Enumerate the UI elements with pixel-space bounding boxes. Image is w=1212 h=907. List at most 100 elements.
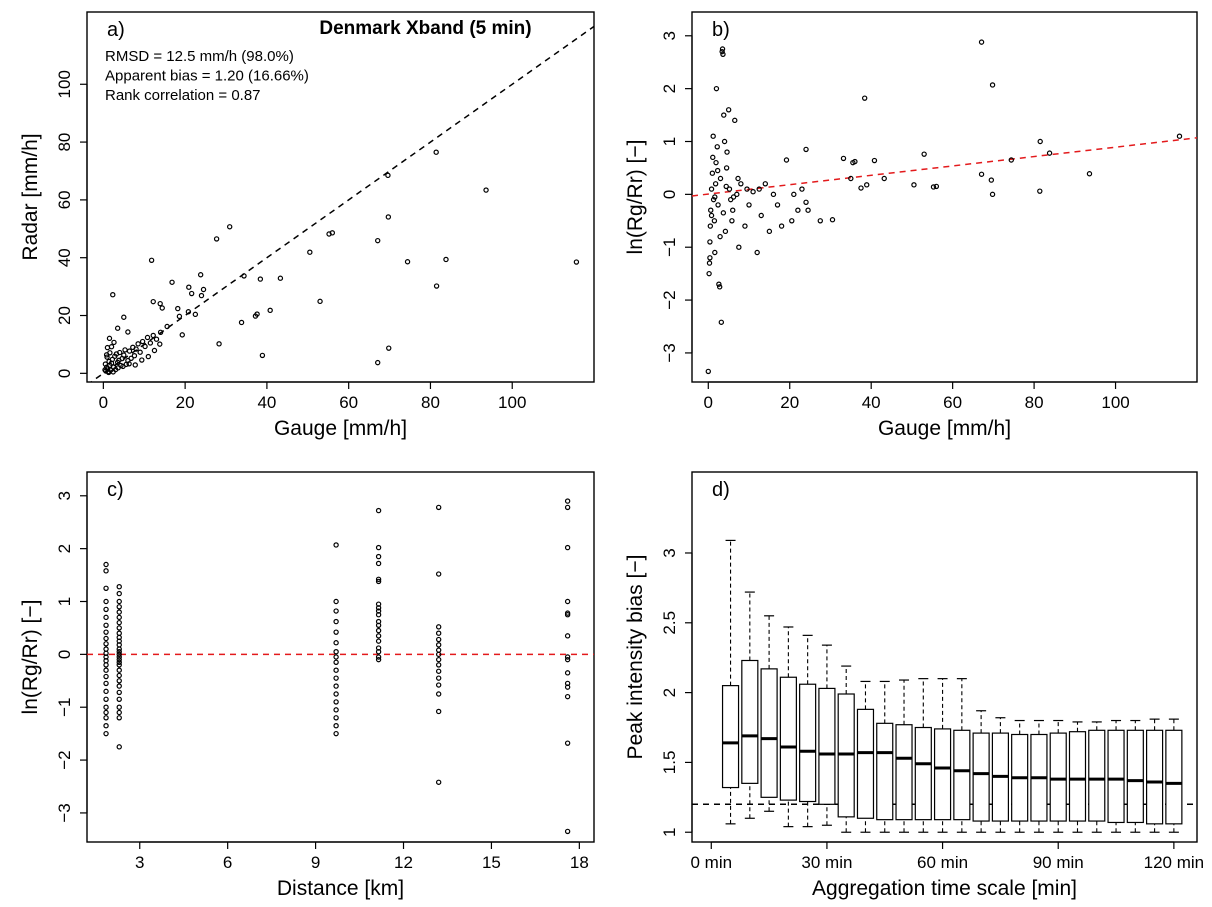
data-point (104, 354, 110, 360)
x-tick-label: 30 min (801, 853, 852, 872)
data-point (435, 630, 442, 636)
data-point (711, 218, 718, 224)
data-point (116, 715, 122, 721)
x-tick-label: 9 (311, 853, 320, 872)
y-axis-title: ln(Rg/Rr) [−] (19, 600, 42, 715)
data-point (564, 504, 571, 511)
x-tick-label: 100 (1101, 393, 1129, 412)
box-iqr (741, 659, 759, 784)
data-point (778, 223, 785, 229)
x-axis-title: Gauge [mm/h] (274, 417, 407, 440)
y-tick-label: 0 (55, 650, 74, 659)
data-point (791, 191, 797, 198)
y-tick-label: −3 (660, 343, 679, 362)
data-point (116, 646, 122, 652)
data-point (144, 334, 151, 341)
data-point (120, 363, 126, 370)
data-point (116, 619, 122, 626)
data-point (375, 544, 382, 551)
x-axis-title: Gauge [mm/h] (878, 417, 1011, 440)
data-point (116, 689, 122, 696)
y-tick-label: 20 (55, 306, 74, 325)
data-point (333, 654, 339, 660)
data-point (116, 744, 122, 750)
data-point (1008, 157, 1014, 163)
data-point (175, 305, 181, 312)
data-point (911, 182, 917, 188)
data-point (216, 341, 222, 347)
data-point (435, 656, 442, 663)
data-point (147, 340, 154, 346)
y-tick-label: 1 (660, 137, 679, 146)
y-tick-label: 2.5 (660, 611, 679, 635)
data-point (783, 157, 790, 163)
data-point (720, 210, 727, 216)
data-point (333, 598, 339, 605)
box-plot (991, 717, 1009, 833)
y-tick-label: 40 (55, 248, 74, 267)
data-point (722, 228, 729, 235)
data-point (103, 629, 109, 635)
data-point (708, 186, 715, 192)
data-point (724, 149, 730, 155)
box-iqr (953, 729, 971, 821)
data-point (719, 48, 725, 55)
data-point (157, 341, 163, 347)
data-point (564, 612, 571, 618)
data-point (766, 228, 773, 235)
data-point (564, 633, 571, 639)
x-tick-label: 20 (176, 393, 195, 412)
y-tick-label: −1 (55, 698, 74, 717)
data-point (404, 259, 411, 265)
data-point (988, 177, 995, 183)
data-point (333, 715, 339, 721)
data-point (375, 605, 382, 611)
data-point (226, 224, 233, 230)
data-point (116, 649, 122, 655)
data-point (333, 608, 339, 614)
data-point (717, 233, 723, 240)
y-tick-label: −2 (55, 750, 74, 769)
data-point (433, 149, 439, 155)
data-point (197, 272, 204, 278)
data-point (1037, 138, 1043, 145)
x-tick-label: 20 (780, 393, 799, 412)
data-point (435, 642, 442, 648)
data-point (443, 256, 449, 263)
data-point (333, 542, 339, 548)
box-iqr (1068, 731, 1087, 822)
data-point (133, 346, 139, 352)
panel-b: 0 20 40 60 80 100 −3 −2 −1 0 1 2 3 Gauge [mm/h] ln(Rg/… (624, 11, 1198, 440)
data-point (200, 286, 207, 293)
data-point (803, 146, 809, 153)
data-point (713, 85, 720, 92)
data-point (198, 292, 205, 299)
data-point (746, 202, 752, 208)
data-point (333, 640, 339, 646)
data-point (333, 649, 339, 655)
data-point (103, 622, 109, 628)
data-point (257, 276, 264, 282)
x-axis-title: Distance [km] (277, 877, 404, 900)
box-plot (1126, 719, 1144, 833)
data-point (107, 350, 113, 356)
data-point (714, 167, 721, 174)
panel-label: d) (712, 479, 730, 501)
data-point (116, 696, 122, 702)
box-iqr (1088, 729, 1106, 822)
y-axis-title: Peak intensity bias [−] (624, 555, 647, 760)
data-point (435, 682, 442, 688)
x-tick-label: 15 (482, 853, 501, 872)
y-tick-label: 80 (55, 133, 74, 152)
box-iqr (1107, 729, 1125, 824)
data-point (157, 300, 163, 307)
data-point (721, 112, 727, 118)
box-iqr (856, 708, 875, 819)
box-iqr (914, 726, 932, 821)
data-point (707, 239, 713, 245)
y-tick-label: 1 (55, 597, 74, 606)
box-plot (953, 678, 971, 833)
data-point (989, 82, 996, 88)
data-point (719, 46, 726, 52)
